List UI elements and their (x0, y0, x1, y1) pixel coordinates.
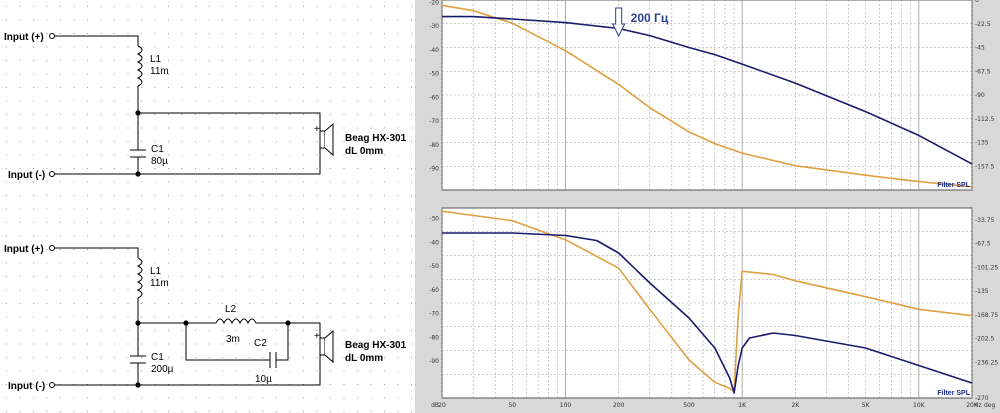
left-tick-label: -60 (429, 287, 439, 294)
series-spl-line (442, 232, 973, 394)
x-tick-label: 500 (683, 402, 695, 409)
top-input-minus-label: Input (-) (8, 170, 45, 181)
bottom-l1-value: 11m (150, 278, 169, 289)
annotation-label: 200 Гц (631, 11, 669, 25)
top-l1-name: L1 (150, 54, 162, 65)
top-l1-value: 11m (150, 66, 169, 77)
left-tick-label: -40 (429, 47, 439, 54)
x-tick-label: 20 (438, 402, 446, 409)
right-tick-label: -45 (975, 45, 985, 52)
top-c1-name: C1 (151, 144, 164, 155)
legend-label: Filter SPL (937, 390, 970, 397)
right-tick-label: -135 (975, 288, 989, 295)
left-tick-label: -60 (429, 94, 439, 101)
right-tick-label: -101.25 (975, 264, 998, 271)
left-tick-label: -20 (429, 0, 439, 6)
circuit-top (49, 33, 334, 177)
x-tick-label: 100 (560, 402, 572, 409)
bottom-input-plus-label: Input (+) (4, 244, 44, 255)
bottom-l2-value: 3m (226, 334, 240, 345)
bottom-speaker-name: Beag HX-301 (345, 340, 407, 351)
x-tick-label: 20K (966, 402, 979, 409)
right-tick-label: -168.75 (975, 312, 998, 319)
legend-label: Filter SPL (937, 182, 970, 189)
x-tick-label: 200 (613, 402, 625, 409)
bottom-speaker-dl: dL 0mm (345, 353, 383, 364)
bottom-l2-name: L2 (225, 304, 237, 315)
left-tick-label: -50 (429, 263, 439, 270)
left-tick-label: -30 (429, 23, 439, 30)
left-tick-label: -80 (429, 142, 439, 149)
right-tick-label: -202.5 (975, 336, 995, 343)
right-unit-label: deg (984, 402, 996, 409)
top-c1-value: 80µ (151, 156, 168, 167)
left-tick-label: -30 (429, 216, 439, 223)
left-tick-label: -40 (429, 239, 439, 246)
chart-bottom: -30 -40 -50 -60 -70 -80 -90 -33.75 -67.5 -101.25 -… (429, 207, 998, 409)
top-speaker-name: Beag HX-301 (345, 133, 407, 144)
x-tick-label: 1K (738, 402, 747, 409)
bottom-c2-name: C2 (254, 338, 267, 349)
x-tick-label: 10K (913, 402, 926, 409)
top-input-plus-label: Input (+) (4, 32, 44, 43)
x-unit-label: Hz (974, 402, 982, 409)
chart-top: -20 -30 -40 -50 -60 -70 -80 -90 0 -22.5 -45 -67.5 -9… (429, 0, 995, 191)
down-arrow-icon (611, 7, 626, 38)
left-tick-label: -70 (429, 118, 439, 125)
series-phase-line (441, 210, 973, 393)
right-tick-label: -236.25 (975, 359, 998, 366)
left-tick-label: -90 (429, 166, 439, 173)
circuit-bottom (49, 245, 334, 388)
right-tick-label: -67.5 (975, 241, 991, 248)
top-speaker-plus: + (314, 124, 320, 135)
x-tick-label: 5K (862, 402, 871, 409)
right-tick-label: -135 (975, 140, 989, 147)
plot-panels: -20 -30 -40 -50 -60 -70 -80 -90 0 -22.5 -45 -67.5 -9… (415, 0, 1000, 413)
right-tick-label: -33.75 (975, 217, 995, 224)
bottom-c1-value: 200µ (151, 364, 174, 375)
bottom-speaker-plus: + (314, 331, 320, 342)
right-tick-label: -22.5 (975, 21, 991, 28)
x-tick-label: 50 (508, 402, 516, 409)
bottom-l1-name: L1 (150, 266, 162, 277)
right-tick-label: -157.5 (975, 163, 995, 170)
top-speaker-dl: dL 0mm (345, 146, 383, 157)
left-tick-label: -50 (429, 71, 439, 78)
right-tick-label: -67.5 (975, 68, 991, 75)
x-tick-label: 2K (791, 402, 800, 409)
left-tick-label: -80 (429, 334, 439, 341)
left-tick-label: -70 (429, 311, 439, 318)
bottom-c2-value: 10µ (255, 374, 272, 385)
bottom-c1-name: C1 (151, 352, 164, 363)
left-tick-label: -90 (429, 358, 439, 365)
right-tick-label: -112.5 (975, 116, 995, 123)
series-spl-line (442, 15, 973, 165)
right-tick-label: -90 (975, 92, 985, 99)
schematic-canvas: Input (+) Input (-) L1 11m C1 80µ + Beag… (0, 0, 415, 413)
left-unit-label: dB (431, 402, 439, 409)
bottom-input-minus-label: Input (-) (8, 381, 45, 392)
right-tick-label: 0 (975, 0, 979, 4)
right-bottom-tick-label: -270 (975, 395, 989, 402)
series-phase-line (441, 4, 973, 188)
